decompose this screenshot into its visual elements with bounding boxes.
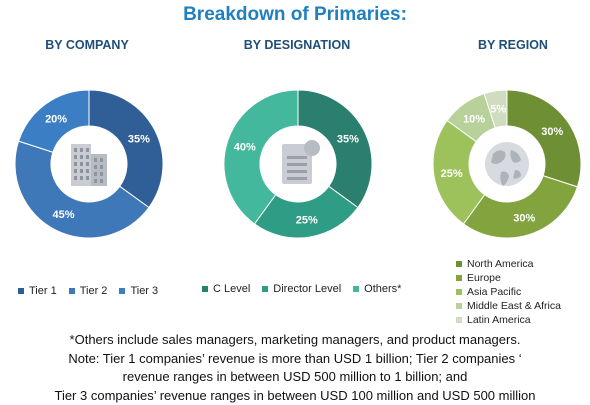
legend-swatch: [18, 288, 24, 294]
legend-swatch: [456, 317, 462, 323]
slice-tier-2: [14, 140, 150, 239]
slice-label-tier-2: 45%: [53, 209, 75, 221]
slice-label-asia-pacific: 25%: [441, 168, 463, 180]
legend-swatch: [456, 289, 462, 295]
legend-item-tier-3: Tier 3: [119, 285, 158, 297]
legend-label: North America: [467, 258, 534, 270]
footnote-tier-note: Note: Tier 1 companies’ revenue is more …: [68, 350, 522, 366]
legend-swatch: [262, 286, 269, 292]
footnote-tier-note-cont: revenue ranges in between USD 500 millio…: [122, 369, 468, 384]
legend-label: Tier 2: [79, 285, 108, 297]
slice-north-america: [506, 89, 582, 188]
designation-chart-title: BY DESIGNATION: [243, 38, 351, 52]
legend-swatch: [456, 275, 462, 281]
legend-swatch: [119, 288, 126, 294]
legend-swatch: [353, 286, 360, 292]
legend-item-middle-east-africa: Middle East & Africa: [456, 300, 561, 312]
legend-label: Tier 3: [130, 285, 159, 297]
legend-label: Asia Pacific: [467, 286, 522, 298]
company-donut-chart: 35% 45% 20%: [14, 89, 164, 239]
legend-label: Latin America: [467, 314, 531, 326]
designation-donut-chart: 35% 25% 40%: [223, 89, 373, 239]
slice-label-latin-america: 5%: [490, 104, 506, 116]
footnote-tier3-note: Tier 3 companies’ revenue ranges in betw…: [54, 387, 536, 403]
page-title: Breakdown of Primaries:: [183, 4, 407, 25]
legend-label: Middle East & Africa: [467, 300, 561, 312]
legend-item-others: Others*: [353, 283, 401, 295]
region-legend: North America Europe Asia Pacific Middle Ea…: [456, 258, 561, 328]
legend-item-c-level: C Level: [202, 283, 250, 295]
slice-label-others: 40%: [234, 142, 256, 154]
slice-tier-1: [88, 89, 164, 209]
legend-item-tier-2: Tier 2: [68, 285, 108, 297]
building-icon: [71, 144, 107, 186]
legend-item-director-level: Director Level: [262, 283, 341, 295]
region-chart-title: BY REGION: [478, 38, 548, 52]
legend-label: Director Level: [273, 283, 342, 295]
slice-label-north-america: 30%: [541, 126, 563, 138]
legend-swatch: [456, 303, 462, 309]
slice-label-europe: 30%: [513, 212, 535, 224]
legend-label: Tier 1: [29, 285, 57, 297]
slice-label-tier-3: 20%: [45, 114, 67, 126]
slice-director-level: [253, 185, 359, 239]
slice-label-c-level: 35%: [337, 134, 359, 146]
legend-swatch: [202, 286, 208, 292]
slice-others: [223, 89, 299, 225]
slice-label-middle-east-africa: 10%: [463, 114, 485, 126]
legend-item-tier-1: Tier 1: [18, 285, 57, 297]
region-donut-chart: 30% 30% 25% 10% 5%: [432, 89, 582, 239]
slice-latin-america: [483, 89, 508, 129]
slice-label-director-level: 25%: [296, 214, 318, 226]
legend-label: C Level: [213, 283, 251, 295]
legend-item-north-america: North America: [456, 258, 561, 270]
slice-tier-3: [17, 89, 90, 153]
legend-label: Others*: [364, 283, 402, 295]
slice-asia-pacific: [432, 119, 486, 225]
legend-label: Europe: [467, 272, 501, 284]
footnote-others: *Others include sales managers, marketin…: [69, 332, 521, 347]
slice-c-level: [297, 89, 373, 209]
legend-swatch: [456, 261, 462, 267]
legend-item-latin-america: Latin America: [456, 314, 561, 326]
document-person-icon: [282, 140, 320, 184]
company-chart-title: BY COMPANY: [45, 38, 129, 52]
company-legend: Tier 1 Tier 2 Tier 3: [18, 285, 170, 297]
legend-item-asia-pacific: Asia Pacific: [456, 286, 561, 298]
globe-icon: [485, 142, 529, 186]
footnotes: *Others include sales managers, marketin…: [0, 331, 590, 405]
designation-legend: C Level Director Level Others*: [202, 283, 413, 295]
legend-swatch: [68, 288, 75, 294]
slice-label-tier-1: 35%: [128, 134, 150, 146]
legend-item-europe: Europe: [456, 272, 561, 284]
slice-europe: [462, 175, 579, 239]
